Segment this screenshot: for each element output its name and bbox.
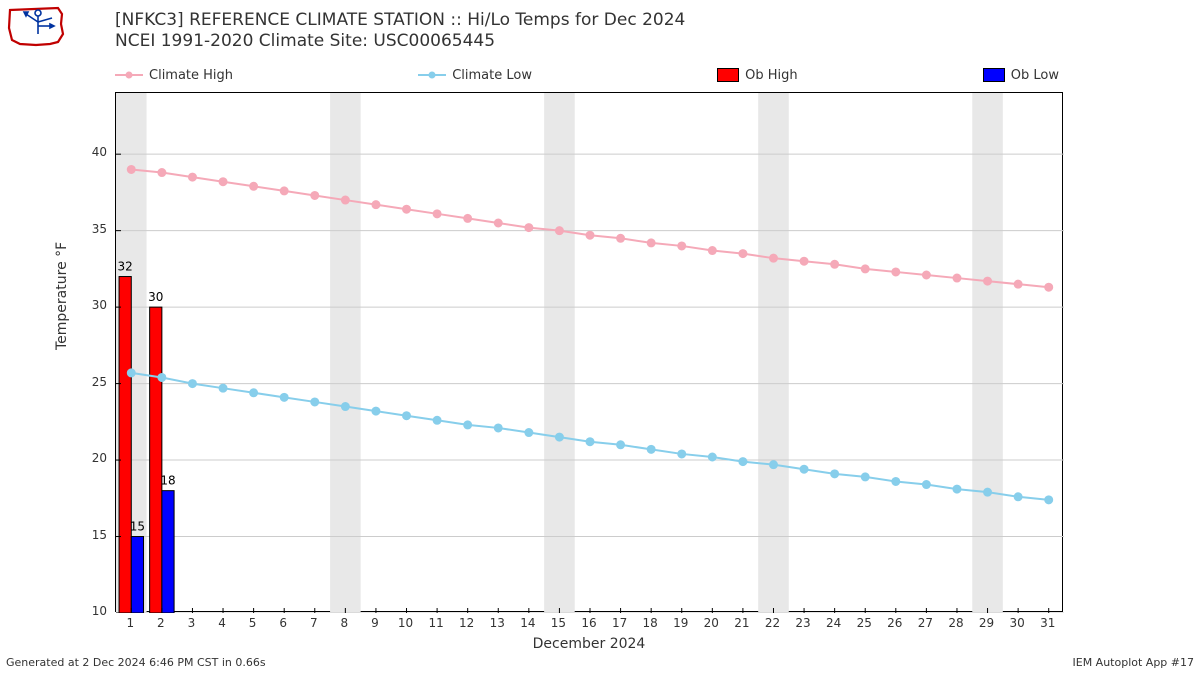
- x-tick-label: 2: [157, 616, 165, 630]
- chart-title: [NFKC3] REFERENCE CLIMATE STATION :: Hi/…: [115, 10, 685, 53]
- y-tick-label: 35: [92, 222, 107, 236]
- x-tick-label: 31: [1040, 616, 1055, 630]
- legend-ob-low: Ob Low: [983, 68, 1059, 83]
- x-tick-label: 22: [765, 616, 780, 630]
- svg-text:18: 18: [160, 474, 175, 488]
- legend-climate-low: Climate Low: [418, 68, 532, 83]
- x-tick-label: 30: [1009, 616, 1024, 630]
- title-line2: NCEI 1991-2020 Climate Site: USC00065445: [115, 31, 685, 52]
- svg-text:15: 15: [130, 520, 145, 534]
- x-tick-label: 27: [918, 616, 933, 630]
- x-axis-label: December 2024: [115, 636, 1063, 652]
- x-tick-label: 20: [704, 616, 719, 630]
- x-tick-label: 1: [126, 616, 134, 630]
- x-tick-label: 14: [520, 616, 535, 630]
- legend-climate-high: Climate High: [115, 68, 233, 83]
- x-tick-label: 21: [734, 616, 749, 630]
- y-tick-label: 20: [92, 451, 107, 465]
- x-tick-label: 10: [398, 616, 413, 630]
- x-tick-label: 24: [826, 616, 841, 630]
- x-tick-label: 5: [249, 616, 257, 630]
- x-tick-label: 11: [428, 616, 443, 630]
- x-tick-label: 18: [643, 616, 658, 630]
- x-tick-label: 15: [551, 616, 566, 630]
- legend-ob-high: Ob High: [717, 68, 798, 83]
- title-line1: [NFKC3] REFERENCE CLIMATE STATION :: Hi/…: [115, 10, 685, 31]
- svg-text:30: 30: [148, 290, 163, 304]
- x-tick-label: 13: [490, 616, 505, 630]
- x-tick-label: 25: [857, 616, 872, 630]
- x-tick-label: 7: [310, 616, 318, 630]
- y-tick-label: 10: [92, 604, 107, 618]
- legend: Climate High Climate Low Ob High Ob Low: [115, 64, 1063, 86]
- chart-plot: 32 30 15 18: [115, 92, 1063, 612]
- y-tick-label: 40: [92, 145, 107, 159]
- footer-app: IEM Autoplot App #17: [1073, 656, 1195, 669]
- y-tick-label: 15: [92, 528, 107, 542]
- x-tick-label: 4: [218, 616, 226, 630]
- x-tick-label: 23: [795, 616, 810, 630]
- x-tick-label: 29: [979, 616, 994, 630]
- x-tick-label: 6: [279, 616, 287, 630]
- x-tick-label: 28: [948, 616, 963, 630]
- y-tick-label: 30: [92, 298, 107, 312]
- svg-text:32: 32: [118, 260, 133, 274]
- y-tick-label: 25: [92, 375, 107, 389]
- footer-generated: Generated at 2 Dec 2024 6:46 PM CST in 0…: [6, 656, 266, 669]
- x-tick-label: 26: [887, 616, 902, 630]
- x-tick-label: 9: [371, 616, 379, 630]
- x-tick-label: 16: [581, 616, 596, 630]
- iem-logo: [6, 4, 66, 48]
- x-tick-label: 19: [673, 616, 688, 630]
- x-tick-label: 17: [612, 616, 627, 630]
- y-axis-label: Temperature °F: [54, 242, 70, 350]
- x-tick-label: 12: [459, 616, 474, 630]
- x-tick-label: 8: [341, 616, 349, 630]
- x-tick-label: 3: [188, 616, 196, 630]
